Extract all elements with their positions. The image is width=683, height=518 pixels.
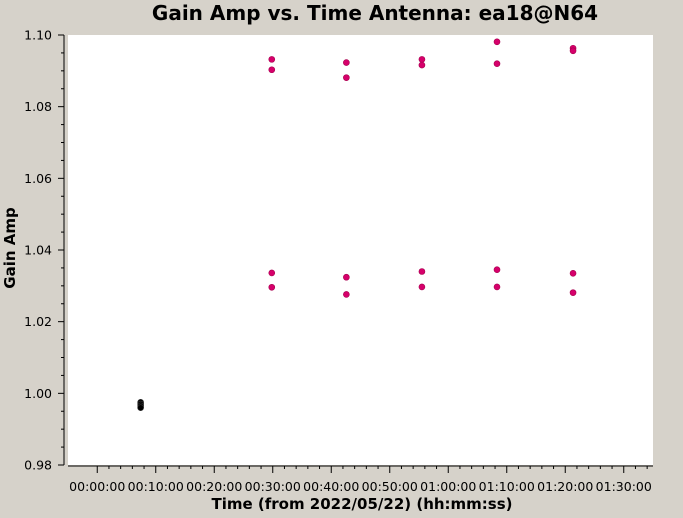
- data-point: [343, 59, 350, 66]
- x-tick-label: 00:00:00: [69, 479, 125, 494]
- x-tick-label: 00:20:00: [186, 479, 242, 494]
- y-tick-label: 1.00: [24, 386, 52, 401]
- data-point: [493, 283, 501, 291]
- x-tick-label: 01:10:00: [479, 479, 535, 494]
- data-point: [268, 66, 276, 74]
- chart-title: Gain Amp vs. Time Antenna: ea18@N64: [152, 1, 598, 25]
- y-tick-label: 1.06: [24, 171, 52, 186]
- x-tick-label: 01:30:00: [596, 479, 652, 494]
- axes: 00:00:00 00:10:00 00:20:00 00:30:00 00:40:00…: [24, 28, 653, 494]
- data-point: [343, 273, 350, 281]
- x-tick-label: 00:40:00: [303, 479, 359, 494]
- data-points: [137, 38, 577, 411]
- x-axis-label: Time (from 2022/05/22) (hh:mm:ss): [211, 495, 512, 513]
- data-point: [569, 289, 577, 296]
- data-point: [418, 283, 426, 291]
- data-point: [137, 404, 144, 411]
- data-point: [418, 61, 426, 69]
- x-tick-label: 00:30:00: [245, 479, 301, 494]
- y-tick-label: 1.10: [24, 28, 52, 43]
- data-point: [493, 266, 501, 274]
- y-tick-label: 1.04: [24, 243, 52, 258]
- data-point: [268, 56, 276, 63]
- x-tick-label: 00:50:00: [362, 479, 418, 494]
- plot-area: [68, 35, 653, 465]
- y-tick-label: 1.08: [24, 99, 52, 114]
- data-point: [268, 283, 276, 291]
- data-point: [493, 60, 501, 67]
- y-tick-label: 0.98: [24, 458, 52, 473]
- x-tick-label: 01:00:00: [420, 479, 476, 494]
- data-point: [343, 74, 350, 81]
- data-point: [569, 269, 577, 277]
- x-tick-label: 01:20:00: [537, 479, 593, 494]
- data-point: [343, 291, 350, 298]
- data-point: [268, 269, 276, 277]
- y-axis-label: Gain Amp: [1, 207, 19, 289]
- data-point: [569, 47, 577, 55]
- data-point: [418, 56, 426, 63]
- data-point: [418, 268, 426, 275]
- x-tick-label: 00:10:00: [128, 479, 184, 494]
- y-tick-label: 1.02: [24, 314, 52, 329]
- data-point: [493, 38, 501, 46]
